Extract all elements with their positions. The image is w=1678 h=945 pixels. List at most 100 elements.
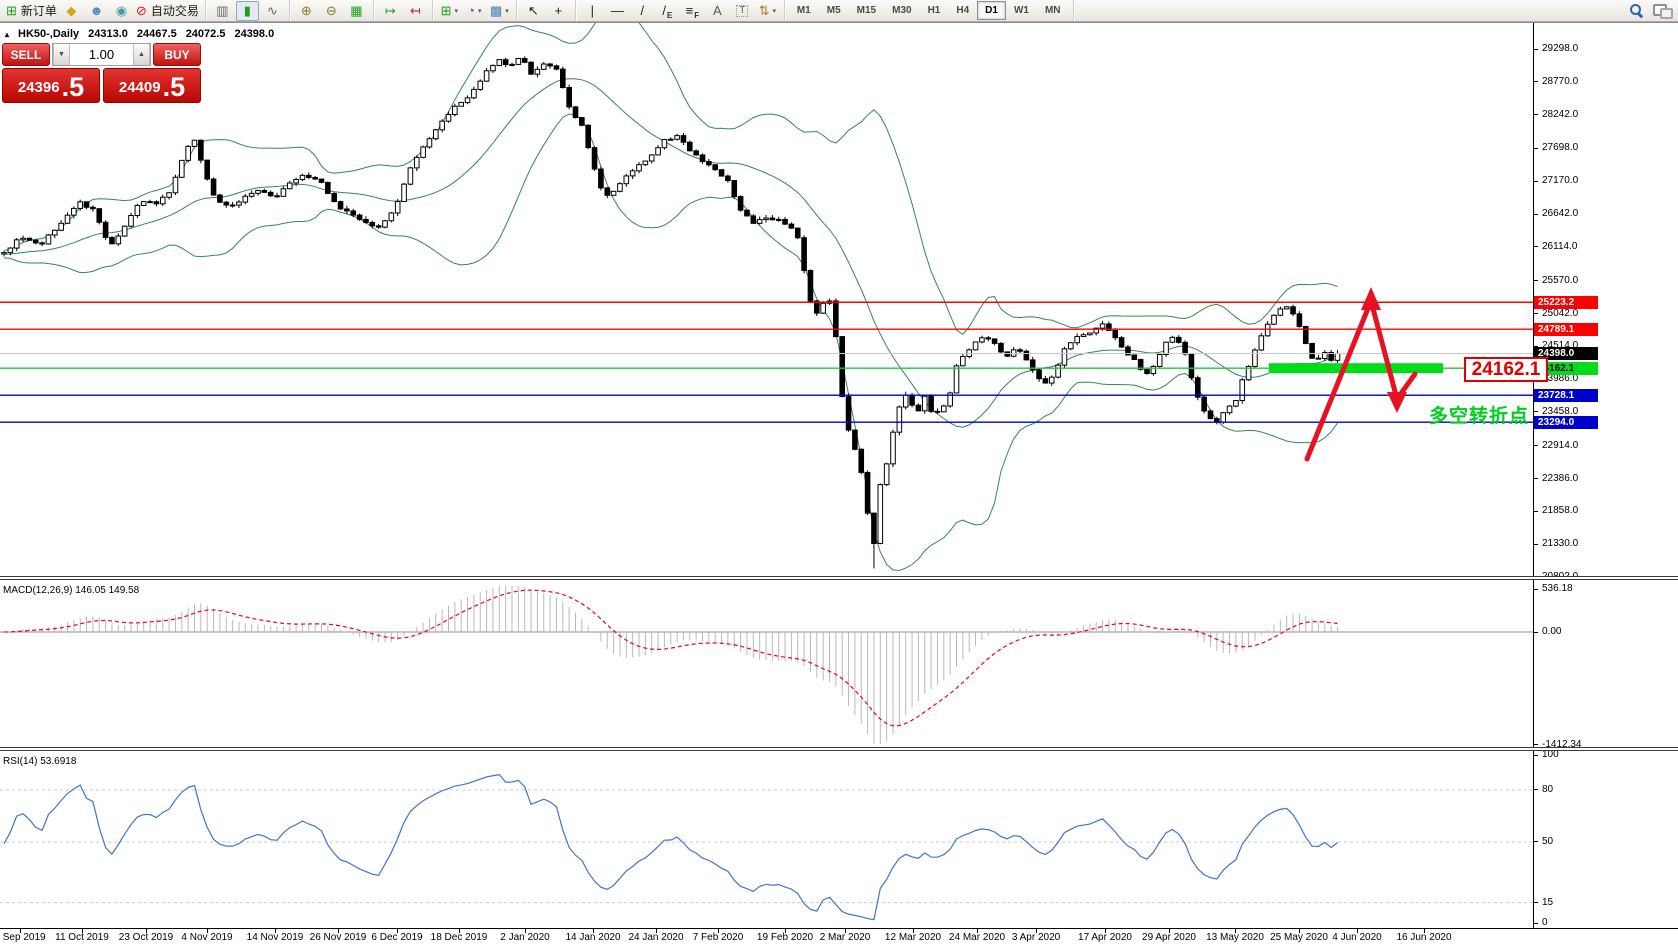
channel-icon[interactable]: / E — [662, 3, 673, 20]
buy-price-int: 24409 — [118, 79, 161, 96]
time-axis-label: 17 Apr 2020 — [1078, 932, 1132, 943]
crosshair-icon[interactable]: + — [554, 3, 563, 18]
timeframe-h4[interactable]: H4 — [956, 5, 970, 16]
rsi-canvas[interactable] — [0, 751, 1533, 928]
sell-price-button[interactable]: 24396 .5 — [2, 68, 100, 103]
timeframe-w1[interactable]: W1 — [1013, 5, 1029, 16]
time-axis-label: 2 Jan 2020 — [500, 932, 550, 943]
time-axis-tick — [1357, 929, 1358, 933]
time-axis-label: 14 Jan 2020 — [565, 932, 621, 943]
time-axis-label: 19 Feb 2020 — [756, 932, 814, 943]
macd-axis-label: -1412.34 — [1542, 738, 1582, 750]
price-axis-label: 28770.0 — [1542, 75, 1579, 87]
buy-button[interactable]: BUY — [153, 43, 201, 66]
rsi-axis-label: 0 — [1542, 917, 1548, 928]
time-axis-label: 18 Dec 2019 — [430, 932, 488, 943]
cursor-icon[interactable]: ↖ — [527, 3, 539, 18]
price-axis-label: 23458.0 — [1542, 405, 1579, 417]
timeframe-m30[interactable]: M30 — [892, 5, 912, 16]
fibonacci-icon[interactable]: ≡ F — [685, 3, 700, 20]
time-axis-tick — [275, 929, 276, 933]
chart-shift-icon[interactable]: ↤ — [409, 3, 421, 18]
price-axis-label: 28242.0 — [1542, 108, 1579, 120]
add-indicator-button[interactable]: ⊞ ▾ — [440, 3, 459, 18]
new-order-button[interactable]: ⊞ 新订单 — [6, 3, 57, 18]
time-axis-tick — [718, 929, 719, 933]
buy-price-button[interactable]: 24409 .5 — [103, 68, 201, 103]
price-axis-tick — [1533, 411, 1538, 413]
autotrading-button[interactable]: ⊘ 自动交易 — [135, 3, 199, 18]
sell-button[interactable]: SELL — [2, 43, 50, 66]
price-axis-label: 22386.0 — [1542, 472, 1579, 484]
horizontal-line-icon[interactable]: — — [610, 3, 624, 18]
price-axis-label: 23986.0 — [1542, 373, 1579, 385]
zoom-in-icon[interactable]: ⊕ — [300, 3, 312, 18]
bar-chart-icon[interactable]: ▥ — [216, 3, 229, 18]
timeframe-d1[interactable]: D1 — [977, 1, 1006, 20]
vertical-line-icon[interactable]: | — [590, 3, 595, 18]
chat-icon[interactable] — [1650, 1, 1673, 21]
time-axis-label: 29 Apr 2020 — [1142, 932, 1196, 943]
time-axis-label: 11 Oct 2019 — [55, 932, 109, 943]
volume-increase-button[interactable]: ▲ — [133, 44, 150, 65]
text-icon[interactable]: A — [713, 3, 722, 18]
auto-scroll-icon[interactable]: ↦ — [384, 3, 396, 18]
deposit-gold-icon[interactable]: ◆ — [66, 3, 77, 18]
level-annotation-label[interactable]: 24162.1 — [1464, 357, 1548, 382]
time-axis-tick — [525, 929, 526, 933]
price-axis-label: 26642.0 — [1542, 208, 1579, 220]
price-axis-tick — [1533, 180, 1538, 182]
time-axis-tick — [977, 929, 978, 933]
bottom-frame-line — [0, 928, 1678, 929]
macd-canvas[interactable] — [0, 580, 1533, 747]
pane-splitter[interactable] — [0, 576, 1678, 580]
time-axis-tick — [1299, 929, 1300, 933]
shapes-button[interactable]: ⇅ ▾ — [758, 3, 777, 18]
level-price-tag: 24162.1 — [1534, 361, 1598, 375]
timeframe-mn[interactable]: MN — [1044, 5, 1061, 16]
signals-icon[interactable]: ◉ — [115, 3, 128, 18]
volume-decrease-button[interactable]: ▼ — [53, 44, 70, 65]
zoom-out-icon[interactable]: ⊖ — [325, 3, 337, 18]
timeframe-m1[interactable]: M1 — [796, 5, 811, 16]
periods-button[interactable]: ◔ ▾ — [467, 3, 482, 18]
rsi-axis-label: 15 — [1542, 896, 1554, 908]
level-price-tag: 25223.2 — [1534, 295, 1598, 309]
rsi-axis-tick — [1533, 902, 1538, 904]
timeframe-h1[interactable]: H1 — [927, 5, 941, 16]
time-axis-label: 4 Jun 2020 — [1332, 932, 1382, 943]
volume-control: ▼ 1.00 ▲ — [52, 43, 151, 66]
macd-axis-tick — [1533, 631, 1538, 633]
one-click-trading-panel: SELL ▼ 1.00 ▲ BUY 24396 .5 24409 .5 — [2, 43, 201, 103]
time-axis-label: 4 Nov 2019 — [181, 932, 233, 943]
trendline-icon[interactable]: / — [640, 3, 645, 18]
account-icon[interactable]: ☻ — [89, 3, 104, 18]
macd-axis-tick — [1533, 588, 1538, 590]
panel-toggle-icon[interactable]: ▴ — [5, 29, 10, 39]
sell-price-int: 24396 — [17, 79, 60, 96]
line-chart-icon[interactable]: ∿ — [266, 3, 278, 18]
rsi-axis-tick — [1533, 922, 1538, 924]
time-axis-tick — [397, 929, 398, 933]
time-axis-tick — [82, 929, 83, 933]
time-axis-tick — [459, 929, 460, 933]
time-axis-label: 23 Oct 2019 — [118, 932, 174, 943]
ohlc-close: 24398.0 — [234, 28, 275, 40]
price-axis-tick — [1533, 345, 1538, 347]
rsi-axis-tick — [1533, 789, 1538, 791]
tile-windows-icon[interactable]: ▦ — [350, 3, 363, 18]
text-label-icon[interactable]: T — [731, 1, 754, 21]
pane-splitter[interactable] — [0, 747, 1678, 751]
candlestick-chart-icon[interactable]: ▮ — [235, 0, 259, 21]
time-axis-label: 7 Sep 2019 — [0, 932, 46, 943]
volume-input[interactable]: 1.00 — [88, 47, 115, 62]
templates-button[interactable]: ▩ ▾ — [489, 3, 509, 18]
search-icon[interactable] — [1625, 1, 1648, 21]
timeframe-m5[interactable]: M5 — [826, 5, 841, 16]
timeframe-m15[interactable]: M15 — [856, 5, 877, 16]
rsi-axis-tick — [1533, 754, 1538, 756]
macd-indicator-label: MACD(12,26,9) 146.05 149.58 — [3, 585, 140, 596]
price-axis-tick — [1533, 445, 1538, 447]
time-axis-label: 16 Jun 2020 — [1396, 932, 1452, 943]
main-chart-canvas[interactable] — [0, 23, 1533, 576]
